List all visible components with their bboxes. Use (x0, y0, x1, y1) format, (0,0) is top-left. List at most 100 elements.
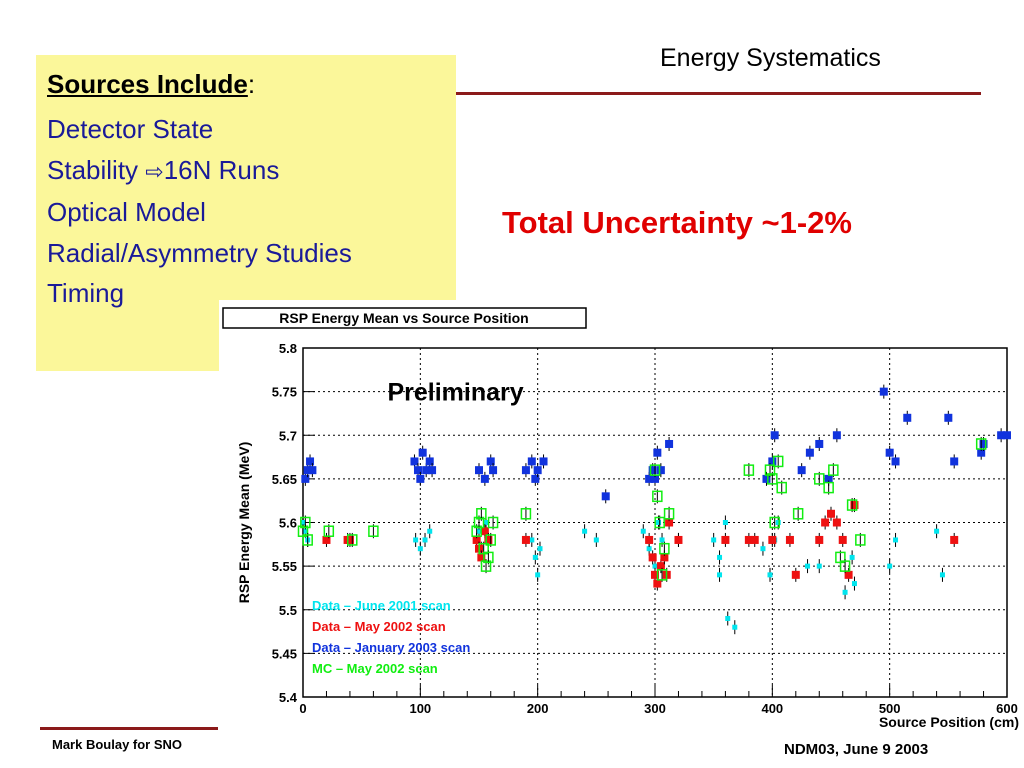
plot-panel: RSP Energy Mean vs Source Position 5.4 5.… (219, 300, 1024, 740)
data-point (838, 535, 847, 544)
data-point (652, 563, 658, 569)
data-point (416, 474, 425, 483)
data-point (322, 535, 331, 544)
data-point (656, 569, 668, 581)
data-point (750, 535, 759, 544)
data-point (893, 537, 899, 543)
data-point (879, 387, 888, 396)
data-point (345, 535, 354, 544)
sources-heading-colon: : (247, 69, 256, 99)
data-point (815, 535, 824, 544)
data-point (323, 525, 335, 537)
data-point (824, 474, 833, 483)
data-point (527, 457, 536, 466)
data-point (934, 528, 940, 534)
data-point (659, 542, 670, 555)
data-point (767, 473, 778, 485)
sources-heading: Sources Include: (47, 69, 255, 100)
slide-title: Energy Systematics (660, 44, 881, 72)
data-point (300, 516, 311, 529)
data-point (413, 466, 422, 475)
data-point (842, 589, 848, 595)
data-point (725, 615, 731, 621)
data-point (529, 537, 535, 543)
data-point (887, 563, 893, 569)
data-point (533, 466, 542, 475)
y-tick-label: 5.75 (272, 385, 297, 400)
data-point (480, 560, 492, 572)
data-point (651, 474, 659, 483)
data-point (537, 546, 543, 552)
right-arrow-icon: ⇨ (145, 158, 164, 184)
x-tick-label: 100 (409, 701, 431, 716)
footer-author: Mark Boulay for SNO (52, 737, 183, 752)
x-tick-label: 200 (527, 701, 549, 716)
data-point (832, 518, 841, 527)
data-point (472, 535, 481, 544)
data-point (885, 448, 894, 457)
data-point (775, 520, 781, 525)
data-point (977, 448, 986, 457)
data-point (975, 438, 987, 450)
source-item: Stability ⇨16N Runs (47, 150, 352, 193)
data-point (521, 535, 530, 544)
data-point (764, 464, 776, 476)
y-tick-label: 5.5 (279, 603, 297, 618)
data-point (772, 455, 784, 468)
data-point (302, 534, 313, 546)
data-point (656, 562, 665, 571)
data-point (665, 439, 674, 448)
data-point (484, 535, 493, 544)
footer-conference: NDM03, June 9 2003 (784, 741, 929, 758)
data-point (823, 481, 834, 494)
data-point (480, 527, 489, 536)
x-tick-label: 0 (299, 701, 306, 716)
data-point (827, 509, 835, 518)
source-item-label: Stability (47, 154, 139, 185)
data-point (428, 466, 437, 475)
legend: Data – June 2001 scan Data – May 2002 sca… (312, 598, 470, 676)
data-point (347, 534, 358, 546)
data-point (539, 457, 548, 466)
data-point (743, 464, 755, 476)
data-point (767, 572, 773, 578)
y-axis-label: RSP Energy Mean (MeV) (236, 442, 252, 604)
legend-entry: Data – January 2003 scan (312, 640, 470, 655)
data-point (368, 525, 379, 537)
y-tick-label: 5.7 (279, 428, 297, 443)
data-point (762, 474, 771, 483)
data-point (640, 528, 646, 534)
data-point (531, 474, 540, 483)
data-point (776, 481, 787, 494)
data-point (674, 535, 683, 544)
data-point (425, 457, 434, 466)
data-point (651, 570, 659, 579)
data-point (301, 474, 310, 483)
data-point (645, 474, 654, 483)
data-point (979, 439, 988, 448)
data-point (601, 492, 610, 501)
data-point (805, 563, 811, 569)
preliminary-label: Preliminary (387, 378, 523, 406)
chart-title: RSP Energy Mean vs Source Position (279, 310, 528, 326)
data-point (791, 570, 800, 579)
data-point (849, 554, 855, 560)
data-point (656, 466, 665, 475)
data-point (476, 508, 487, 520)
data-point (521, 466, 530, 475)
total-uncertainty: Total Uncertainty ~1-2% (502, 205, 852, 240)
data-point (300, 520, 306, 525)
data-point (903, 413, 912, 422)
data-point (839, 560, 851, 572)
data-point (721, 535, 730, 544)
data-point (646, 546, 652, 552)
y-tick-label: 5.55 (272, 559, 297, 574)
data-point (950, 457, 959, 466)
x-axis-label: Source Position (cm) (879, 714, 1019, 730)
data-point (649, 464, 661, 476)
sources-list: Detector State Stability ⇨16N Runs Optic… (47, 109, 352, 314)
x-tick-label: 300 (644, 701, 666, 716)
source-item-label: 16N Runs (163, 154, 280, 185)
data-point (711, 537, 717, 543)
data-point (944, 413, 953, 422)
